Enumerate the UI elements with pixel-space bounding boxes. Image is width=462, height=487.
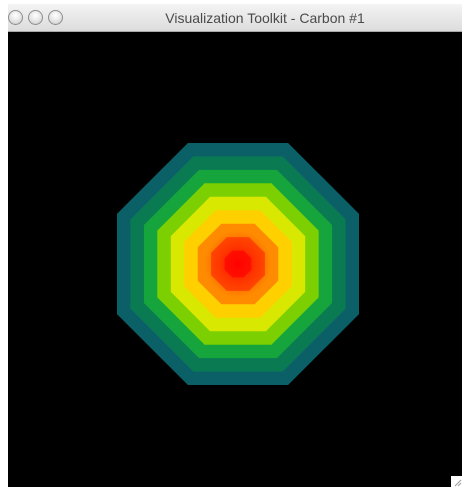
render-canvas — [117, 143, 359, 385]
octagon-center — [204, 230, 272, 298]
vtk-window: Visualization Toolkit - Carbon #1 — [8, 4, 462, 487]
minimize-icon[interactable] — [28, 10, 43, 25]
title-bar[interactable]: Visualization Toolkit - Carbon #1 — [8, 4, 462, 32]
resize-grip-icon[interactable] — [451, 476, 462, 487]
close-icon[interactable] — [8, 10, 23, 25]
octagon-surface — [117, 143, 359, 385]
window-title: Visualization Toolkit - Carbon #1 — [165, 10, 365, 26]
zoom-icon[interactable] — [48, 10, 63, 25]
render-viewport[interactable] — [8, 32, 462, 487]
